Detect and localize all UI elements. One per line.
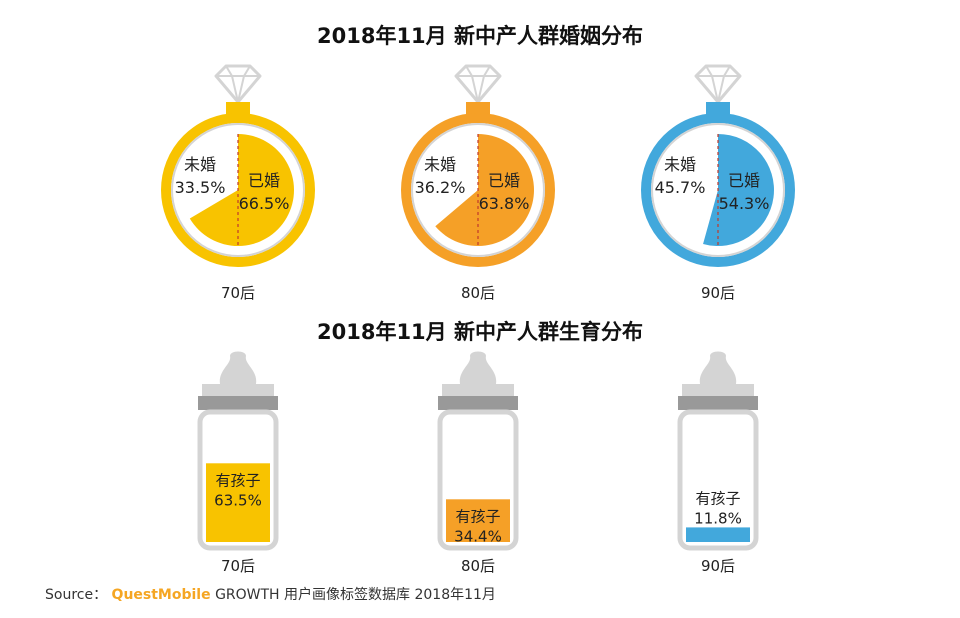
married-value: 66.5% [239, 194, 290, 213]
children-chart-title: 2018年11月 新中产人群生育分布 [317, 320, 643, 344]
bar-value-label: 11.8% [694, 509, 742, 527]
bar-series-label: 有孩子 [695, 489, 740, 507]
ring-inner-line [171, 123, 305, 257]
diamond-facet [465, 65, 491, 103]
generation-label: 90后 [701, 557, 735, 575]
ring-prong [466, 102, 490, 116]
pie-slice-married [189, 134, 294, 246]
bottle-cap [438, 396, 518, 410]
diamond-icon [694, 64, 742, 104]
ring-prong [706, 102, 730, 116]
bar-value-label: 63.5% [214, 491, 262, 509]
source-prefix: Source： [45, 587, 108, 603]
single-label: 未婚 [184, 155, 216, 174]
bottle-collar [682, 384, 754, 396]
source-rest: GROWTH 用户画像标签数据库 2018年11月 [215, 587, 496, 603]
generation-label: 80后 [461, 284, 495, 302]
ring-inner-line [651, 123, 785, 257]
diamond-icon [214, 64, 262, 104]
bar-fill [446, 499, 510, 542]
married-label: 已婚 [728, 171, 760, 190]
bar-series-label: 有孩子 [215, 471, 260, 489]
bottle-body [677, 409, 759, 551]
single-value: 36.2% [415, 178, 466, 197]
married-label: 已婚 [248, 171, 280, 190]
ring-band [161, 113, 315, 267]
bottle-cap [198, 396, 278, 410]
generation-label: 70后 [221, 284, 255, 302]
married-label: 已婚 [488, 171, 520, 190]
diamond-facet [705, 65, 731, 103]
bottle-nipple [219, 351, 257, 384]
diamond-facet [225, 65, 251, 103]
ring-inner-line [411, 123, 545, 257]
single-label: 未婚 [664, 155, 696, 174]
ring-band [401, 113, 555, 267]
bottle-nipple [459, 351, 497, 384]
diamond-icon [454, 64, 502, 104]
bar-series-label: 有孩子 [455, 507, 500, 525]
single-label: 未婚 [424, 155, 456, 174]
pie-slice-married [435, 134, 534, 246]
single-value: 33.5% [175, 178, 226, 197]
bottle-nipple [699, 351, 737, 384]
generation-label: 80后 [461, 557, 495, 575]
pie-slice-married [703, 134, 774, 246]
source-brand: QuestMobile [111, 587, 211, 603]
source-note: Source： QuestMobile GROWTH 用户画像标签数据库 201… [45, 584, 496, 604]
bar-fill [686, 527, 750, 542]
married-value: 63.8% [479, 194, 530, 213]
generation-label: 90后 [701, 284, 735, 302]
bottle-collar [202, 384, 274, 396]
married-value: 54.3% [719, 194, 770, 213]
ring-band [641, 113, 795, 267]
ring-prong [226, 102, 250, 116]
bottle-collar [442, 384, 514, 396]
bar-value-label: 34.4% [454, 527, 502, 545]
generation-label: 70后 [221, 557, 255, 575]
single-value: 45.7% [655, 178, 706, 197]
bottle-cap [678, 396, 758, 410]
marriage-chart-title: 2018年11月 新中产人群婚姻分布 [317, 24, 643, 48]
bar-fill [206, 463, 270, 542]
